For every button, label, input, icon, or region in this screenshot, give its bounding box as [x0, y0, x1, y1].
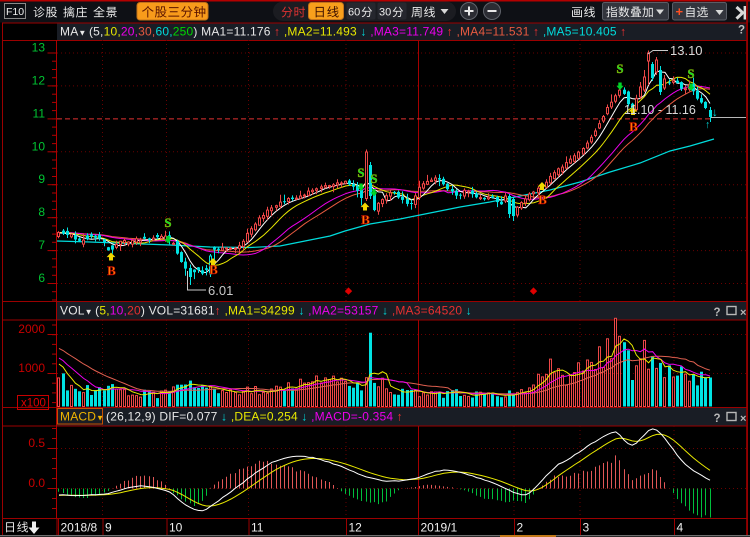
svg-text:13: 13 [32, 41, 46, 55]
svg-text:4: 4 [677, 521, 684, 535]
svg-text:S: S [688, 67, 695, 81]
svg-text:9: 9 [38, 172, 45, 186]
svg-text:(26,12,9) DIF=0.077 ↓ ,DEA=0.2: (26,12,9) DIF=0.077 ↓ ,DEA=0.254 ↓ ,MACD… [106, 410, 403, 424]
svg-text:2: 2 [517, 521, 524, 535]
svg-text:3: 3 [583, 521, 590, 535]
svg-text:×: × [740, 413, 746, 425]
svg-text:11: 11 [33, 106, 46, 120]
svg-text:8: 8 [38, 205, 45, 219]
svg-text:12: 12 [349, 521, 363, 535]
svg-text:60: 60 [348, 7, 360, 19]
svg-text:S: S [358, 166, 365, 180]
svg-text:B: B [107, 263, 116, 278]
svg-text:7: 7 [38, 238, 45, 252]
svg-text:×: × [740, 307, 746, 319]
svg-text:11: 11 [251, 521, 264, 535]
svg-text:11.10 - 11.16: 11.10 - 11.16 [624, 103, 696, 117]
svg-text:1000: 1000 [18, 361, 45, 375]
svg-text:+: + [676, 4, 684, 19]
svg-text:?: ? [714, 307, 721, 319]
svg-text:0.5: 0.5 [28, 436, 45, 450]
svg-text:2018/8: 2018/8 [61, 521, 98, 535]
svg-text:↓: ↓ [712, 107, 718, 119]
svg-text:6: 6 [38, 271, 45, 285]
svg-text:2019/1: 2019/1 [421, 521, 458, 535]
svg-text:B: B [209, 262, 218, 277]
svg-text:↑: ↑ [705, 119, 710, 131]
svg-text:S: S [371, 172, 378, 186]
svg-text:12: 12 [32, 73, 46, 87]
svg-text:13.10: 13.10 [670, 43, 703, 58]
svg-text:0.0: 0.0 [28, 476, 45, 490]
svg-text:S: S [165, 216, 172, 230]
svg-text:MACD▼: MACD▼ [60, 410, 104, 424]
svg-text:10: 10 [32, 139, 46, 153]
svg-text:VOL▼ (5,10,20) VOL=31681↑ ,MA1: VOL▼ (5,10,20) VOL=31681↑ ,MA1=34299 ↓ ,… [60, 304, 472, 318]
svg-text:10: 10 [169, 521, 183, 535]
svg-text:S: S [617, 62, 624, 76]
svg-text:30: 30 [379, 7, 391, 19]
svg-text:B: B [629, 119, 638, 134]
svg-text:F10: F10 [6, 6, 24, 18]
svg-text:6.01: 6.01 [208, 283, 233, 298]
svg-text:?: ? [738, 25, 745, 37]
svg-text:x100: x100 [21, 398, 46, 410]
svg-text:2000: 2000 [18, 322, 45, 336]
svg-text:?: ? [714, 413, 721, 425]
svg-text:B: B [538, 192, 547, 207]
svg-text:MA▼ (5,10,20,30,60,250) MA1=11: MA▼ (5,10,20,30,60,250) MA1=11.176 ↑ ,MA… [60, 25, 627, 39]
svg-text:B: B [361, 212, 370, 227]
svg-text:9: 9 [105, 521, 112, 535]
